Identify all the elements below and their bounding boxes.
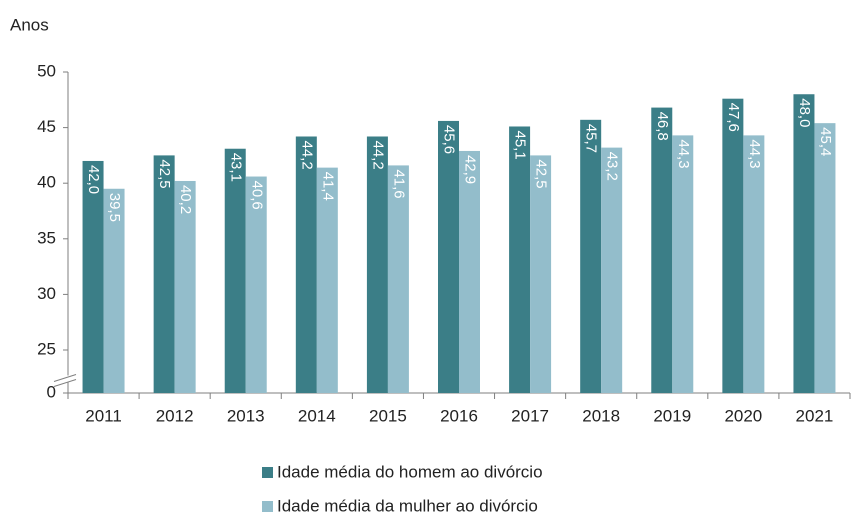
axis-break (53, 379, 77, 387)
legend-swatch (262, 467, 273, 478)
data-label: 42,0 (85, 165, 102, 194)
bar (793, 94, 815, 394)
y-tick-label: 25 (37, 339, 56, 358)
y-tick-label: 35 (37, 228, 56, 247)
bar (153, 155, 175, 393)
x-tick-label: 2016 (440, 406, 478, 425)
bar (580, 119, 602, 393)
bar (814, 123, 836, 393)
x-tick-label: 2012 (156, 406, 194, 425)
bar (672, 135, 694, 393)
bar (82, 160, 104, 393)
data-label: 42,9 (462, 155, 479, 184)
bar (601, 147, 623, 393)
data-label: 45,7 (583, 124, 600, 153)
bar (174, 180, 196, 393)
bar (722, 98, 744, 394)
y-tick-label: 40 (37, 173, 56, 192)
bar (103, 188, 125, 393)
data-label: 42,5 (156, 159, 173, 188)
bar (245, 176, 267, 393)
data-label: 45,1 (512, 130, 529, 159)
y-tick-label: 30 (37, 284, 56, 303)
axis-break (53, 374, 77, 382)
bar (387, 165, 409, 393)
data-label: 43,2 (604, 152, 621, 181)
data-label: 44,2 (298, 140, 315, 169)
y-tick-label: 50 (37, 61, 56, 80)
data-label: 47,6 (725, 103, 742, 132)
data-label: 44,3 (675, 139, 692, 168)
data-label: 41,6 (390, 169, 407, 198)
data-label: 39,5 (106, 193, 123, 222)
legend-swatch (262, 501, 273, 512)
x-tick-label: 2020 (724, 406, 762, 425)
bar (530, 155, 552, 393)
y-tick-label: 0 (47, 382, 56, 401)
data-label: 48,0 (796, 98, 813, 127)
x-tick-label: 2014 (298, 406, 336, 425)
data-label: 43,1 (227, 153, 244, 182)
data-label: 44,2 (369, 140, 386, 169)
bar (743, 135, 765, 393)
axis-break-gap (54, 375, 78, 383)
x-tick-label: 2019 (653, 406, 691, 425)
bar (366, 136, 388, 393)
legend-label: Idade média do homem ao divórcio (277, 462, 543, 481)
bar (316, 167, 338, 393)
y-tick-label: 45 (37, 117, 56, 136)
bar (224, 148, 246, 393)
data-label: 42,5 (533, 159, 550, 188)
data-label: 40,2 (177, 185, 194, 214)
x-tick-label: 2021 (796, 406, 834, 425)
x-tick-label: 2013 (227, 406, 265, 425)
bar (295, 136, 317, 393)
data-label: 41,4 (319, 172, 336, 201)
y-axis-label: Anos (10, 15, 49, 34)
bar (509, 126, 531, 393)
bar (438, 120, 459, 393)
x-tick-label: 2017 (511, 406, 549, 425)
data-label: 40,6 (248, 181, 265, 210)
bar (459, 150, 480, 393)
x-tick-label: 2018 (582, 406, 620, 425)
x-tick-label: 2011 (85, 406, 122, 425)
data-label: 45,4 (817, 127, 834, 156)
data-label: 46,8 (654, 112, 671, 141)
x-tick-label: 2015 (369, 406, 407, 425)
data-label: 45,6 (441, 125, 458, 154)
legend-label: Idade média da mulher ao divórcio (277, 496, 538, 515)
data-label: 44,3 (746, 139, 763, 168)
bar (651, 107, 673, 394)
